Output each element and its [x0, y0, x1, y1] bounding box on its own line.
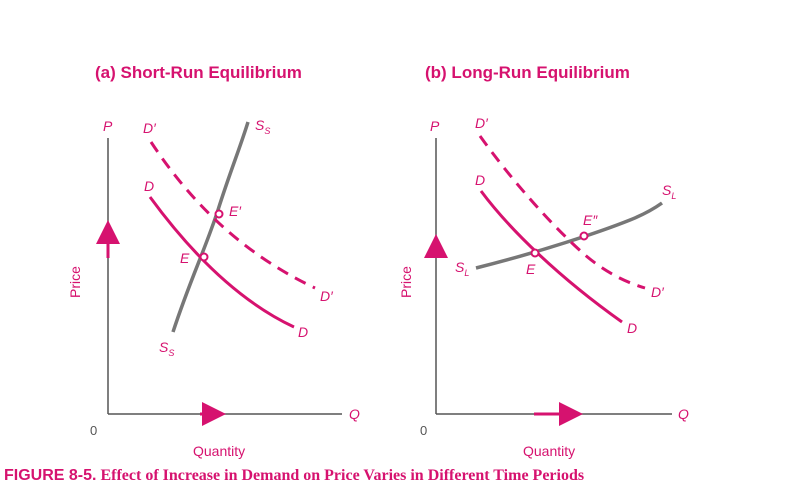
panel-b-demand-curve [479, 190, 623, 324]
panel-a-label-d-prime-bottom: D′ [320, 288, 334, 304]
panel-b-origin-label: 0 [420, 423, 427, 438]
panel-b-label-d-prime-bottom: D′ [651, 284, 665, 300]
panel-b-long-run: (b) Long-Run Equilibrium P Q 0 Price Qua… [398, 63, 689, 459]
panel-a-label-d-prime-top: D′ [143, 120, 157, 136]
panel-b-point-e [530, 248, 540, 258]
panel-b-x-axis-letter: Q [678, 406, 689, 422]
panel-a-x-axis-letter: Q [349, 406, 360, 422]
panel-a-point-e [199, 252, 209, 262]
panel-b-supply-curve [475, 201, 664, 270]
panel-a-short-run: (a) Short-Run Equilibrium P Q 0 Price Qu… [67, 63, 360, 459]
panel-b-label-d-prime-top: D′ [475, 115, 489, 131]
panel-b-demand-prime-curve [478, 135, 646, 290]
panel-a-demand-prime-curve [149, 141, 316, 290]
panel-a-price-label: Price [67, 266, 83, 298]
panel-a-label-e: E [180, 250, 190, 266]
panel-a-y-axis-letter: P [103, 118, 113, 134]
figure-canvas: (a) Short-Run Equilibrium P Q 0 Price Qu… [67, 63, 689, 459]
panel-a-label-d-top: D [144, 178, 154, 194]
panel-a-quantity-label: Quantity [193, 443, 245, 459]
figure-caption-text: Effect of Increase in Demand on Price Va… [100, 467, 585, 484]
panel-b-label-e: E [526, 261, 536, 277]
panel-b-title: (b) Long-Run Equilibrium [425, 63, 630, 82]
panel-b-price-label: Price [398, 266, 414, 298]
panel-a-label-d-bottom: D [298, 324, 308, 340]
panel-a-label-s-top: SS [255, 117, 270, 136]
panel-a-title: (a) Short-Run Equilibrium [95, 63, 302, 82]
panel-a-point-e-prime [214, 209, 224, 219]
panel-a-label-s-bottom: SS [159, 339, 174, 358]
panel-b-quantity-label: Quantity [523, 443, 575, 459]
panel-b-label-s-right: SL [662, 182, 676, 201]
panel-b-y-axis-letter: P [430, 118, 440, 134]
panel-a-origin-label: 0 [90, 423, 97, 438]
figure-caption-number: FIGURE 8-5. [4, 467, 97, 484]
panel-a-demand-curve [148, 196, 295, 329]
panel-b-point-e-double-prime [579, 231, 589, 241]
panel-a-label-e-prime: E′ [229, 203, 242, 219]
panel-b-label-d-bottom: D [627, 320, 637, 336]
figure-caption: FIGURE 8-5. Effect of Increase in Demand… [4, 467, 794, 485]
panel-a-supply-curve [171, 121, 250, 333]
panel-b-label-s-left: SL [455, 259, 469, 278]
panel-b-label-e-double-prime: E″ [583, 212, 598, 228]
panel-b-label-d-top: D [475, 172, 485, 188]
